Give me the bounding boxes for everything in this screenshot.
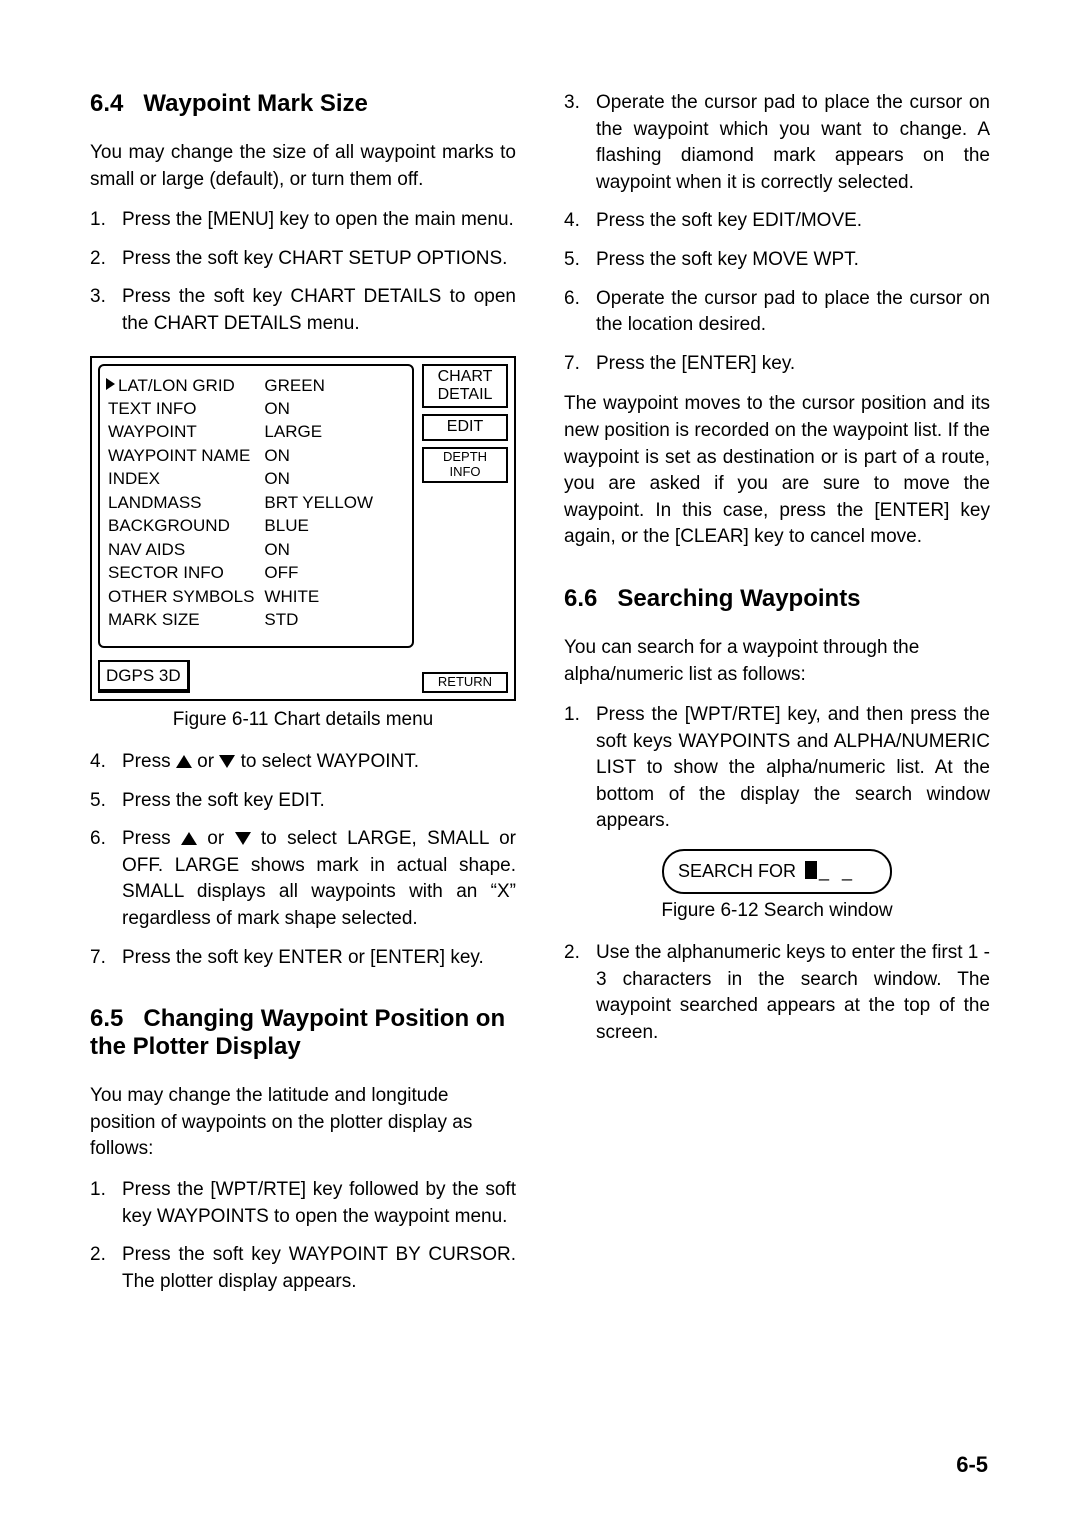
step-item: Press the soft key EDIT.: [90, 788, 516, 815]
down-arrow-icon: [219, 755, 235, 768]
step-item: Use the alphanumeric keys to enter the f…: [564, 940, 990, 1046]
menu-row-label: NAV AIDS: [108, 538, 254, 561]
menu-row-value: ON: [264, 538, 404, 561]
page-number: 6-5: [956, 1452, 988, 1478]
fig-6-12-caption: Figure 6-12 Search window: [564, 900, 990, 922]
selector-triangle-icon: [106, 378, 115, 390]
sec-6-5-intro: You may change the latitude and longitud…: [90, 1083, 516, 1163]
menu-row-label: SECTOR INFO: [108, 561, 254, 584]
chart-details-list: LAT/LON GRID TEXT INFO WAYPOINT WAYPOINT…: [98, 364, 414, 648]
search-blank: _ _: [819, 861, 856, 881]
menu-row-value: ON: [264, 444, 404, 467]
softkey-depth-info: DEPTHINFO: [422, 447, 508, 483]
text-cursor-icon: [805, 861, 817, 879]
sec-6-6-intro: You can search for a waypoint through th…: [564, 635, 990, 688]
step-item: Press the soft key MOVE WPT.: [564, 247, 990, 274]
step-item: Press the [WPT/RTE] key, and then press …: [564, 702, 990, 835]
menu-row-label: MARK SIZE: [108, 608, 254, 631]
gps-status-badge: DGPS 3D: [98, 660, 190, 693]
sec-6-4-title: Waypoint Mark Size: [143, 90, 367, 117]
up-arrow-icon: [176, 755, 192, 768]
sec-6-5-title: Changing Waypoint Position on the Plotte…: [90, 1005, 505, 1060]
step-item: Operate the cursor pad to place the curs…: [564, 286, 990, 339]
menu-row-value: OFF: [264, 561, 404, 584]
search-window-figure: SEARCH FOR _ _: [662, 849, 892, 894]
menu-row-value: WHITE: [264, 585, 404, 608]
search-label: SEARCH FOR: [678, 861, 796, 881]
step-item: Press the soft key EDIT/MOVE.: [564, 208, 990, 235]
menu-row-value: STD: [264, 608, 404, 631]
menu-row-label: WAYPOINT: [108, 420, 254, 443]
menu-row-value: BRT YELLOW: [264, 491, 404, 514]
menu-row-value: GREEN: [264, 374, 404, 397]
sec-6-5-para: The waypoint moves to the cursor positio…: [564, 391, 990, 551]
menu-row-label: OTHER SYMBOLS: [108, 585, 254, 608]
menu-row-value: LARGE: [264, 420, 404, 443]
step-item: Press or to select WAYPOINT.: [90, 749, 516, 776]
menu-row-value: ON: [264, 467, 404, 490]
sec-6-5-heading: 6.5Changing Waypoint Position on the Plo…: [90, 1005, 516, 1061]
softkey-edit: EDIT: [422, 414, 508, 440]
menu-row-label: TEXT INFO: [108, 397, 254, 420]
step-item: Press the [MENU] key to open the main me…: [90, 207, 516, 234]
menu-row-value: ON: [264, 397, 404, 420]
menu-row-label: INDEX: [108, 467, 254, 490]
step-item: Press the [ENTER] key.: [564, 351, 990, 378]
sec-6-4-num: 6.4: [90, 90, 123, 118]
step-item: Press the soft key WAYPOINT BY CURSOR. T…: [90, 1242, 516, 1295]
sec-6-6-num: 6.6: [564, 585, 597, 613]
menu-row-label: LANDMASS: [108, 491, 254, 514]
sec-6-6-title: Searching Waypoints: [617, 585, 860, 612]
step-item: Press the soft key CHART DETAILS to open…: [90, 284, 516, 337]
sec-6-4-steps-a: Press the [MENU] key to open the main me…: [90, 207, 516, 337]
chart-details-figure: LAT/LON GRID TEXT INFO WAYPOINT WAYPOINT…: [90, 356, 516, 701]
sec-6-6-steps-b: Use the alphanumeric keys to enter the f…: [564, 940, 990, 1046]
sec-6-5-steps: Press the [WPT/RTE] key followed by the …: [90, 1177, 516, 1295]
sec-6-6-steps: Press the [WPT/RTE] key, and then press …: [564, 702, 990, 835]
fig-6-11-caption: Figure 6-11 Chart details menu: [90, 709, 516, 731]
softkey-return: RETURN: [422, 672, 508, 693]
sec-6-4-steps-b: Press or to select WAYPOINT. Press the s…: [90, 749, 516, 971]
sec-6-6-heading: 6.6 Searching Waypoints: [564, 585, 990, 613]
step-item: Press the soft key CHART SETUP OPTIONS.: [90, 246, 516, 273]
step-item: Press or to select LARGE, SMALL or OFF. …: [90, 826, 516, 932]
menu-row-value: BLUE: [264, 514, 404, 537]
sec-6-4-intro: You may change the size of all waypoint …: [90, 140, 516, 193]
step-item: Press the [WPT/RTE] key followed by the …: [90, 1177, 516, 1230]
right-column: Operate the cursor pad to place the curs…: [564, 90, 990, 1309]
sec-6-5-num: 6.5: [90, 1005, 123, 1033]
menu-row-label: BACKGROUND: [108, 514, 254, 537]
softkey-chart-detail: CHARTDETAIL: [422, 364, 508, 409]
sec-6-4-heading: 6.4 Waypoint Mark Size: [90, 90, 516, 118]
menu-row-label: LAT/LON GRID: [108, 374, 254, 397]
step-item: Press the soft key ENTER or [ENTER] key.: [90, 945, 516, 972]
step-item: Operate the cursor pad to place the curs…: [564, 90, 990, 196]
down-arrow-icon: [235, 832, 251, 845]
left-column: 6.4 Waypoint Mark Size You may change the…: [90, 90, 516, 1309]
menu-row-label: WAYPOINT NAME: [108, 444, 254, 467]
sec-6-5-steps-cont: Operate the cursor pad to place the curs…: [564, 90, 990, 377]
up-arrow-icon: [181, 832, 197, 845]
